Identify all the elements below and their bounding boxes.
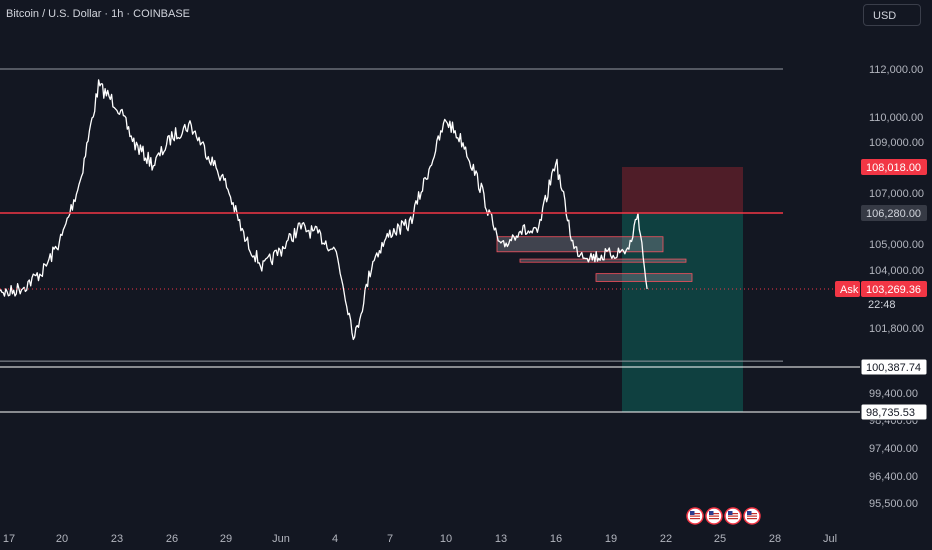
flag-stripe	[747, 515, 757, 517]
price-tick-label: 95,500.00	[869, 498, 918, 510]
countdown-box	[861, 297, 927, 312]
price-tick-label: 110,000.00	[869, 112, 923, 124]
flag-stripe	[747, 518, 757, 520]
time-tick-label: 4	[332, 533, 338, 545]
price-label-box	[860, 403, 928, 421]
us-flag-icon[interactable]	[743, 507, 761, 525]
flag-canton	[690, 511, 695, 515]
price-tick-label: 109,000.00	[869, 137, 924, 149]
flag-stripe	[690, 515, 700, 517]
time-tick-label: 29	[220, 533, 232, 545]
flag-canton	[728, 511, 733, 515]
flag-canton	[747, 511, 752, 515]
us-flag-icon[interactable]	[686, 507, 704, 525]
supply-zone-box	[496, 236, 664, 253]
time-tick-label: Jul	[823, 533, 837, 545]
us-flag-icon[interactable]	[705, 507, 723, 525]
ask-label-box	[835, 281, 860, 297]
time-tick-label: 28	[769, 533, 781, 545]
time-tick-label: 26	[166, 533, 178, 545]
price-label-text: 100,387.74	[866, 362, 921, 374]
levels-layer	[0, 68, 860, 413]
price-tick-label: 107,000.00	[869, 188, 924, 200]
price-tick-label: 97,400.00	[869, 443, 918, 455]
time-tick-label: 22	[660, 533, 672, 545]
price-labels: 108,018.00 106,280.00 103,269.36 Ask 22:48 10…	[835, 159, 928, 421]
event-flags	[686, 507, 761, 525]
price-line	[0, 79, 648, 341]
price-label-box	[861, 205, 927, 221]
flag-stripe	[728, 515, 738, 517]
flag-stripe	[690, 513, 700, 515]
price-tick-label: 105,000.00	[869, 239, 924, 251]
time-tick-label: 19	[605, 533, 617, 545]
flag-canton	[709, 511, 714, 515]
supply-zone-box	[595, 273, 693, 282]
price-series	[0, 79, 648, 341]
currency-selector[interactable]: USD	[863, 4, 921, 26]
us-flag-icon[interactable]	[724, 507, 742, 525]
price-axis[interactable]: 112,000.00 110,000.00 109,000.00 107,000.00…	[869, 64, 924, 510]
price-tick-label: 112,000.00	[869, 64, 923, 76]
flag-stripe	[709, 518, 719, 520]
bar-countdown-label: 22:48	[868, 299, 896, 311]
time-tick-label: 20	[56, 533, 68, 545]
price-label-box	[861, 281, 927, 297]
flag-stripe	[728, 518, 738, 520]
flag-stripe	[690, 518, 700, 520]
time-tick-label: 7	[387, 533, 393, 545]
stop-loss-zone	[622, 167, 743, 213]
time-tick-label: 23	[111, 533, 123, 545]
price-label-text: 103,269.36	[866, 284, 921, 296]
price-label-text: 108,018.00	[866, 162, 921, 174]
price-tick-label: 104,000.00	[869, 265, 924, 277]
time-tick-label: 10	[440, 533, 452, 545]
flag-stripe	[747, 513, 757, 515]
time-tick-label: Jun	[272, 533, 290, 545]
flag-stripe	[728, 513, 738, 515]
chart-title: Bitcoin / U.S. Dollar · 1h · COINBASE	[6, 8, 190, 20]
price-tick-label: 99,400.00	[869, 388, 918, 400]
price-label-box	[861, 159, 927, 175]
time-tick-label: 17	[3, 533, 15, 545]
price-label-text: 106,280.00	[866, 208, 921, 220]
price-tick-label: 101,800.00	[869, 323, 924, 335]
time-tick-label: 13	[495, 533, 507, 545]
time-tick-label: 16	[550, 533, 562, 545]
price-label-text: 98,735.53	[866, 407, 915, 419]
time-axis[interactable]: 17 20 23 26 29 Jun 4 7 10 13 16 19 22 25 28 Jul	[3, 533, 837, 545]
ask-label: Ask	[840, 284, 859, 296]
price-tick-label: 96,400.00	[869, 471, 918, 483]
time-tick-label: 25	[714, 533, 726, 545]
flag-stripe	[709, 515, 719, 517]
price-label-box	[860, 358, 928, 376]
flag-stripe	[709, 513, 719, 515]
